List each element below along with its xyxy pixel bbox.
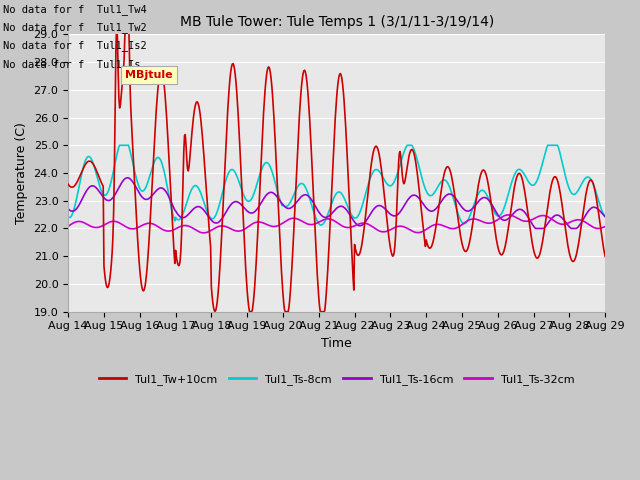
Text: No data for f  Tul1_Tw4: No data for f Tul1_Tw4 bbox=[3, 4, 147, 15]
Title: MB Tule Tower: Tule Temps 1 (3/1/11-3/19/14): MB Tule Tower: Tule Temps 1 (3/1/11-3/19… bbox=[180, 15, 494, 29]
Text: No data for f  Tul1_Is2: No data for f Tul1_Is2 bbox=[3, 40, 147, 51]
Text: MBjtule: MBjtule bbox=[125, 70, 172, 80]
Text: No data for f  Tul1_Tw2: No data for f Tul1_Tw2 bbox=[3, 22, 147, 33]
X-axis label: Time: Time bbox=[321, 337, 352, 350]
Text: No data for f  Tul1_Is: No data for f Tul1_Is bbox=[3, 59, 141, 70]
Y-axis label: Temperature (C): Temperature (C) bbox=[15, 122, 28, 224]
Legend: Tul1_Tw+10cm, Tul1_Ts-8cm, Tul1_Ts-16cm, Tul1_Ts-32cm: Tul1_Tw+10cm, Tul1_Ts-8cm, Tul1_Ts-16cm,… bbox=[94, 370, 579, 389]
